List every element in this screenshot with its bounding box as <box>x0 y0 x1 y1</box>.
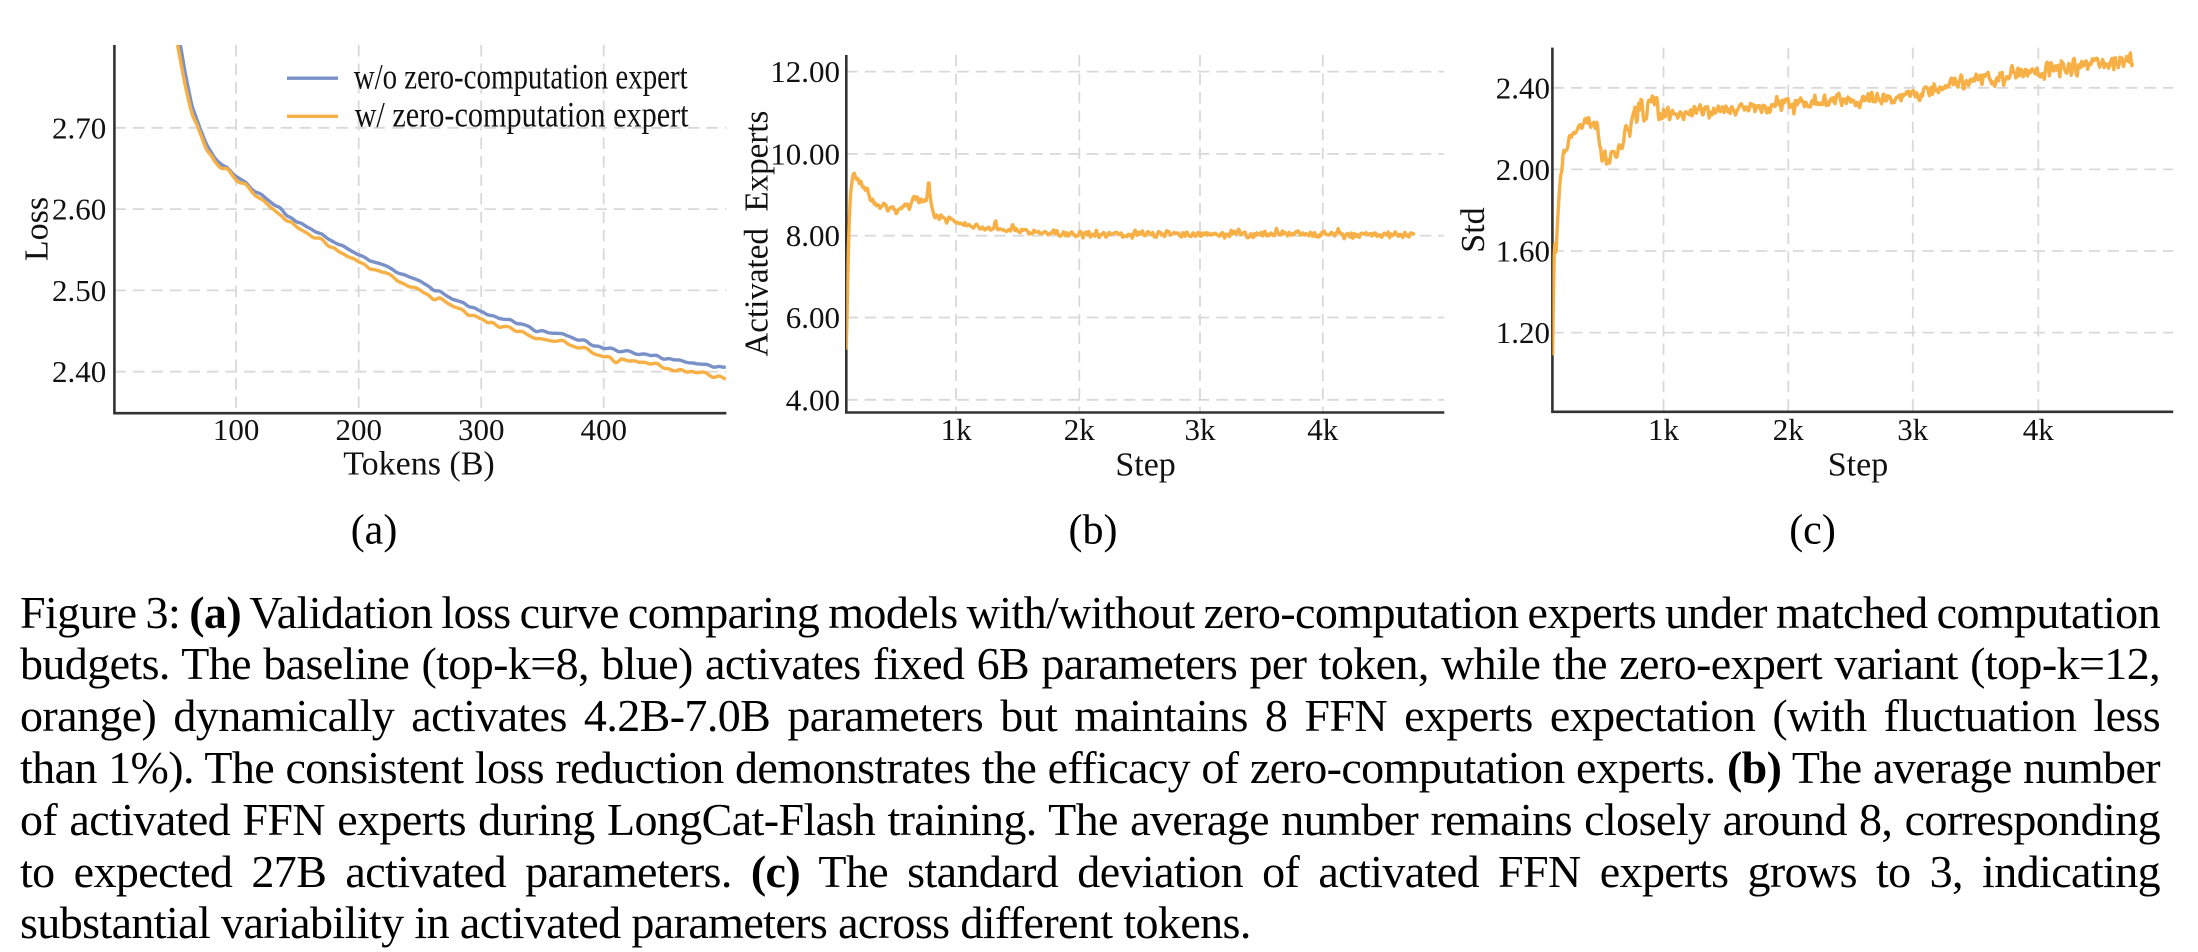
svg-text:4k: 4k <box>1307 412 1339 447</box>
svg-text:2.50: 2.50 <box>52 273 106 308</box>
svg-text:1.20: 1.20 <box>1496 315 1550 350</box>
svg-text:w/ zero-computation expert: w/ zero-computation expert <box>355 95 689 135</box>
svg-text:Tokens (B): Tokens (B) <box>343 446 495 483</box>
svg-text:4.00: 4.00 <box>786 382 840 417</box>
svg-text:(c): (c) <box>1789 507 1836 553</box>
svg-text:Step: Step <box>1115 447 1175 484</box>
svg-text:2.40: 2.40 <box>52 354 106 389</box>
svg-text:1.60: 1.60 <box>1496 234 1550 269</box>
svg-text:3k: 3k <box>1185 412 1217 447</box>
svg-text:(b): (b) <box>1069 507 1118 553</box>
svg-text:2.60: 2.60 <box>52 192 106 227</box>
svg-text:(a): (a) <box>351 507 398 553</box>
svg-text:Activated Experts: Activated Experts <box>738 111 775 357</box>
svg-text:400: 400 <box>580 412 627 447</box>
svg-text:Std: Std <box>1455 207 1492 252</box>
svg-text:Step: Step <box>1828 447 1888 484</box>
svg-text:2k: 2k <box>1064 412 1096 447</box>
svg-text:2k: 2k <box>1773 412 1805 447</box>
svg-text:6.00: 6.00 <box>786 300 840 335</box>
svg-text:Loss: Loss <box>18 197 55 261</box>
svg-text:12.00: 12.00 <box>770 54 840 89</box>
svg-text:2.40: 2.40 <box>1496 70 1550 105</box>
svg-text:300: 300 <box>458 412 505 447</box>
svg-text:2.70: 2.70 <box>52 110 106 145</box>
svg-text:2.00: 2.00 <box>1496 152 1550 187</box>
svg-text:3k: 3k <box>1897 412 1929 447</box>
svg-text:w/o zero-computation expert: w/o zero-computation expert <box>354 56 688 96</box>
svg-text:4k: 4k <box>2023 412 2055 447</box>
svg-text:1k: 1k <box>941 412 973 447</box>
svg-text:1k: 1k <box>1648 412 1680 447</box>
svg-text:100: 100 <box>213 412 260 447</box>
svg-text:200: 200 <box>335 412 382 447</box>
svg-text:10.00: 10.00 <box>770 136 840 171</box>
svg-text:8.00: 8.00 <box>786 218 840 253</box>
